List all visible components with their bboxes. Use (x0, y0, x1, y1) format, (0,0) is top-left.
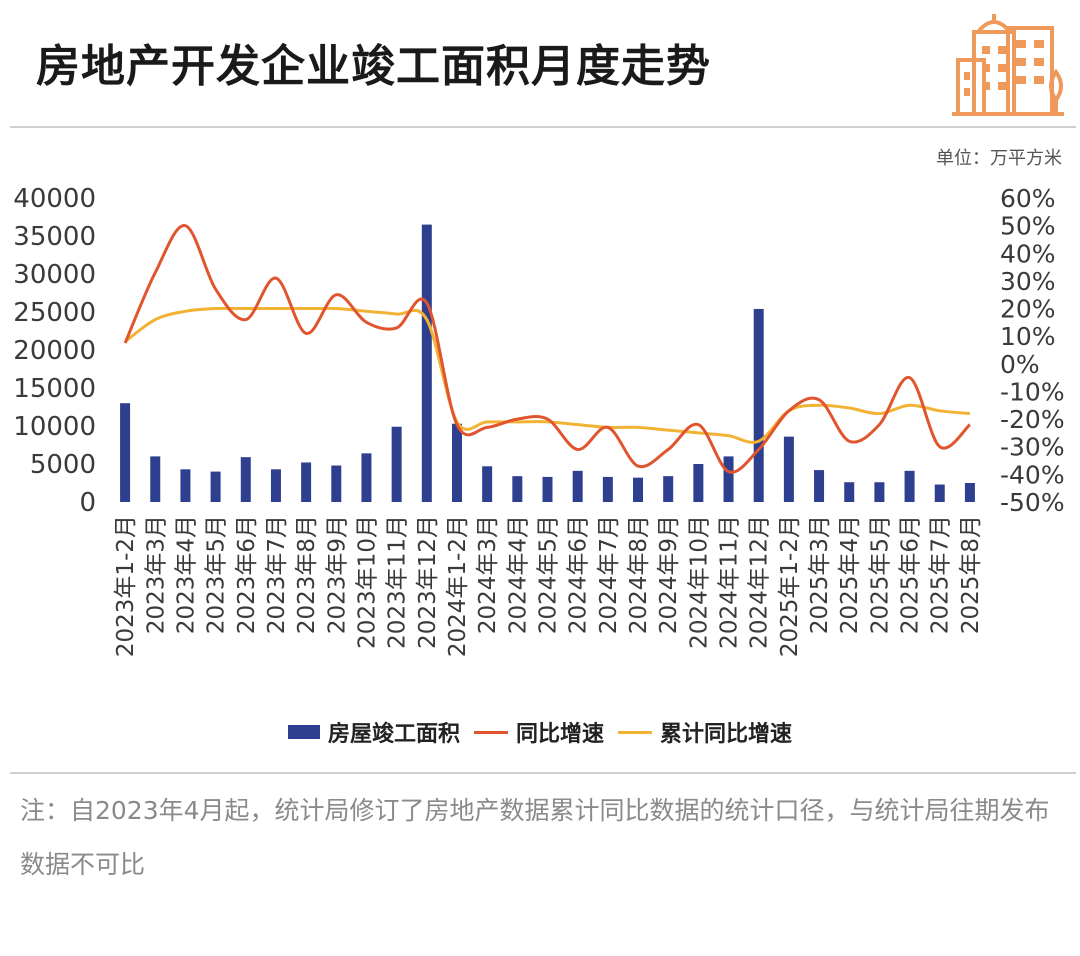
title-divider (10, 126, 1076, 128)
legend-swatch-yoy (473, 730, 508, 734)
bar (964, 483, 975, 502)
chart-legend: 房屋竣工面积 同比增速 累计同比增速 (0, 716, 1080, 748)
x-tick-label: 2025年8月 (958, 515, 984, 634)
legend-swatch-cumulative (618, 730, 652, 734)
x-tick-label: 2025年5月 (867, 515, 893, 634)
x-tick-label: 2024年7月 (596, 515, 622, 634)
bar (180, 469, 191, 502)
x-tick-label: 2023年6月 (234, 515, 260, 634)
bar (331, 465, 342, 502)
y-left-tick-label: 25000 (13, 298, 96, 328)
bar (874, 482, 885, 502)
page-title: 房地产开发企业竣工面积月度走势 (36, 41, 711, 92)
building-logo-icon (952, 14, 1064, 116)
x-tick-label: 2024年9月 (656, 515, 682, 634)
x-tick-label: 2024年11月 (717, 515, 743, 649)
bar (663, 476, 674, 502)
x-tick-label: 2025年7月 (928, 515, 954, 634)
unit-label: 单位：万平方米 (936, 148, 1062, 169)
legend-label-yoy: 同比增速 (515, 722, 604, 747)
y-right-tick-label: -40% (1000, 460, 1065, 489)
y-right-tick-label: 20% (1000, 295, 1056, 324)
bar (602, 476, 613, 502)
x-tick-label: 2023年8月 (294, 515, 320, 634)
x-tick-label: 2023年11月 (385, 515, 411, 649)
x-tick-label: 2025年3月 (807, 515, 833, 634)
legend-item-yoy: 同比增速 (473, 716, 604, 748)
bar (783, 436, 794, 502)
bar (361, 453, 372, 502)
y-right-tick-label: -20% (1000, 405, 1065, 434)
bar (512, 476, 523, 502)
x-tick-label: 2025年4月 (837, 515, 863, 634)
x-tick-label: 2023年1-2月 (113, 515, 139, 657)
series-line-cumulative (124, 306, 971, 444)
x-tick-label: 2023年10月 (354, 515, 380, 649)
y-left-tick-label: 40000 (13, 184, 96, 214)
x-tick-label: 2023年3月 (143, 515, 169, 634)
x-tick-label: 2023年9月 (324, 515, 350, 634)
bar (693, 464, 704, 502)
x-tick-label: 2024年1-2月 (445, 515, 471, 657)
y-right-tick-label: 30% (1000, 267, 1056, 296)
x-tick-label: 2024年6月 (566, 515, 592, 634)
y-right-tick-label: 0% (1000, 350, 1040, 379)
y-right-tick-label: -30% (1000, 433, 1065, 462)
bar (451, 423, 462, 502)
y-left-tick-label: 30000 (13, 260, 96, 290)
x-tick-label: 2024年10月 (686, 515, 712, 649)
y-right-tick-label: -50% (1000, 488, 1065, 517)
bar (301, 462, 312, 502)
bar (723, 456, 734, 502)
y-right-tick-label: 50% (1000, 212, 1056, 241)
y-right-tick-label: 60% (1000, 184, 1056, 213)
x-tick-label: 2023年4月 (173, 515, 199, 634)
x-tick-label: 2023年7月 (264, 515, 290, 634)
bar (210, 471, 221, 502)
bar (572, 470, 583, 502)
note-divider (10, 772, 1076, 774)
bar (934, 484, 945, 502)
y-left-tick-label: 15000 (13, 374, 96, 404)
bar (814, 470, 825, 502)
x-tick-label: 2024年3月 (475, 515, 501, 634)
x-tick-label: 2024年4月 (505, 515, 531, 634)
footnote: 注：自2023年4月起，统计局修订了房地产数据累计同比数据的统计口径，与统计局往… (20, 796, 1050, 879)
y-right-tick-label: 10% (1000, 322, 1056, 351)
y-left-tick-label: 10000 (13, 412, 96, 442)
bar (844, 482, 855, 502)
x-tick-label: 2024年5月 (536, 515, 562, 634)
bar (904, 470, 915, 502)
legend-label-cumulative: 累计同比增速 (660, 722, 793, 747)
bar (240, 457, 251, 502)
x-tick-label: 2024年8月 (626, 515, 652, 634)
y-left-tick-label: 20000 (13, 336, 96, 366)
chart-canvas: 0 5000 10000 15000 20000 25000 30000 35000 40000… (13, 184, 1065, 657)
y-left-tick-label: 5000 (30, 450, 96, 480)
y-right-tick-label: -10% (1000, 377, 1065, 406)
bar (150, 456, 161, 502)
legend-swatch-bar (287, 725, 320, 739)
bar (270, 469, 281, 502)
x-tick-label: 2025年6月 (898, 515, 924, 634)
bar (753, 308, 764, 502)
bar (120, 403, 131, 502)
bar (421, 224, 432, 502)
series-line-yoy (123, 224, 971, 474)
x-tick-label: 2025年1-2月 (777, 515, 803, 657)
y-left-tick-label: 0 (79, 488, 96, 518)
y-left-tick-label: 35000 (13, 222, 96, 252)
x-tick-label: 2023年5月 (204, 515, 230, 634)
legend-label-bar: 房屋竣工面积 (327, 722, 460, 747)
legend-item-bar: 房屋竣工面积 (287, 716, 460, 748)
x-tick-label: 2023年12月 (415, 515, 441, 649)
bar (542, 476, 553, 502)
bar (482, 466, 493, 502)
x-tick-label: 2024年12月 (747, 515, 773, 649)
bar (633, 477, 644, 502)
bar (391, 426, 402, 502)
legend-item-cumulative: 累计同比增速 (618, 716, 792, 748)
y-right-tick-label: 40% (1000, 239, 1056, 268)
